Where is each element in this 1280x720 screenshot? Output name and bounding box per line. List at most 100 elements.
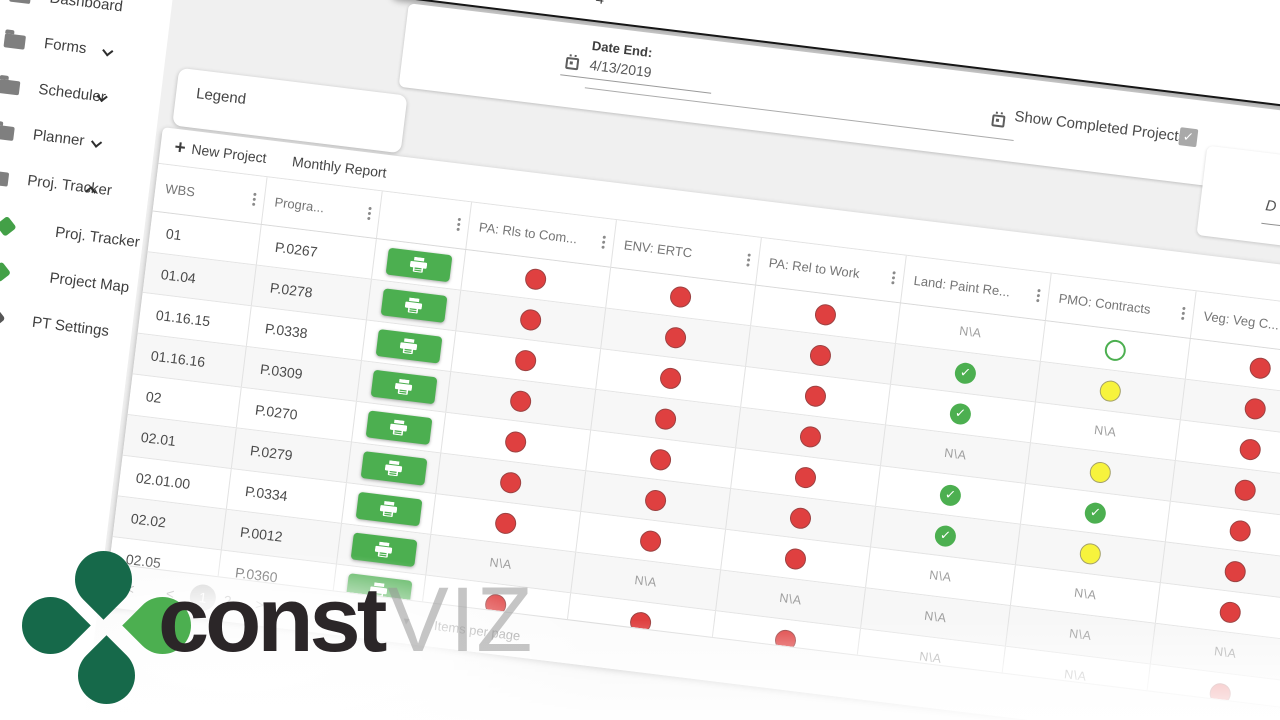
printer-icon: [404, 296, 423, 313]
date-end-input[interactable]: 4/13/2019: [588, 56, 653, 81]
folder-icon: [9, 0, 32, 5]
date-start-partial-value[interactable]: 4: [595, 0, 605, 8]
status-yellow-icon: [1098, 378, 1123, 403]
na-label: N\A: [633, 573, 658, 590]
print-button[interactable]: [365, 409, 433, 445]
print-cell: [351, 401, 447, 453]
sidebar-item-project-map[interactable]: Project Map: [0, 250, 139, 304]
sidebar-item-pt-settings[interactable]: PT Settings: [0, 296, 133, 350]
project-tracker-grid-card: + New Project Monthly Report WBS Progra..…: [104, 127, 1280, 720]
status-red-icon: [1233, 478, 1257, 502]
print-button[interactable]: [380, 287, 447, 323]
print-button[interactable]: [360, 450, 428, 486]
column-menu-icon[interactable]: [1037, 288, 1041, 292]
pager-page-2[interactable]: 2: [222, 592, 233, 610]
status-check-icon: ✓: [933, 523, 958, 548]
column-menu-icon[interactable]: [368, 206, 372, 210]
page-size-dropdown-caret[interactable]: ▼: [400, 615, 412, 629]
print-button[interactable]: [375, 328, 443, 364]
pager-page-1[interactable]: 1: [188, 583, 218, 613]
column-header-label: ENV: ERTC: [623, 237, 694, 261]
right-field-underline: [1261, 222, 1280, 238]
print-button[interactable]: [350, 531, 418, 567]
status-red-icon: [668, 284, 693, 309]
table-row: 01.04 P.0278 ✓: [142, 252, 1280, 476]
print-button[interactable]: [355, 491, 423, 526]
column-header-label: Land: Paint Re...: [912, 272, 1011, 300]
calendar-icon[interactable]: [991, 114, 1006, 128]
status-red-icon: [783, 546, 808, 571]
show-completed-label: Show Completed Projects:: [1013, 107, 1192, 147]
table-row: 01 P.0267 N\A: [147, 211, 1280, 435]
status-open-icon: [1103, 338, 1128, 362]
printer-icon: [394, 378, 413, 395]
legend-title: Legend: [195, 85, 247, 109]
status-red-icon: [509, 389, 533, 413]
na-label: N\A: [1093, 422, 1118, 440]
sidebar-item-scheduler[interactable]: Scheduler: [0, 65, 161, 119]
sidebar-item-proj-tracker[interactable]: Proj. Tracker: [0, 204, 144, 258]
monthly-report-button[interactable]: Monthly Report: [291, 153, 388, 181]
pager-last-button[interactable]: >|: [290, 600, 304, 618]
na-label: N\A: [1213, 644, 1238, 661]
printer-icon: [389, 419, 408, 436]
sidebar-item-label: Proj. Tracker: [26, 172, 113, 200]
column-menu-icon[interactable]: [457, 217, 462, 221]
new-project-button[interactable]: + New Project: [173, 136, 268, 166]
print-cell: [356, 361, 452, 412]
na-label: N\A: [923, 608, 948, 626]
column-header-label: PA: Rel to Work: [768, 255, 861, 282]
printer-icon: [384, 459, 403, 476]
status-yellow-icon: [1088, 460, 1113, 484]
status-red-icon: [1228, 518, 1252, 543]
settings-icon: [0, 307, 6, 329]
status-red-icon: [798, 424, 823, 449]
na-label: N\A: [928, 567, 953, 585]
date-end-label: Date End:: [591, 37, 654, 61]
na-label: N\A: [1068, 626, 1093, 644]
na-label: N\A: [943, 445, 968, 463]
status-red-icon: [643, 488, 668, 512]
column-header-label: PA: Rls to Com...: [478, 219, 579, 247]
folder-icon: [0, 78, 21, 96]
folder-icon: [0, 124, 15, 142]
na-label: N\A: [1073, 585, 1098, 603]
pager-first-button[interactable]: |<: [121, 579, 136, 598]
column-header-label: PMO: Contracts: [1057, 290, 1152, 317]
column-menu-icon[interactable]: [253, 192, 257, 196]
sidebar-item-proj-tracker[interactable]: Proj. Tracker: [0, 157, 150, 211]
sidebar-item-forms[interactable]: Forms: [0, 20, 167, 74]
printer-icon: [399, 337, 418, 354]
status-red-icon: [504, 429, 528, 454]
column-header-label: WBS: [164, 180, 196, 200]
status-check-icon: ✓: [948, 401, 973, 426]
status-red-icon: [803, 384, 828, 408]
pager-prev-button[interactable]: <: [165, 585, 176, 602]
print-cell: [361, 320, 457, 372]
column-menu-icon[interactable]: [892, 270, 896, 275]
sidebar-item-label: Forms: [43, 35, 88, 58]
status-red-icon: [1218, 600, 1242, 624]
sidebar-item-dashboard[interactable]: Dashboard: [0, 0, 173, 28]
column-menu-icon[interactable]: [1182, 306, 1186, 310]
status-red-icon: [648, 447, 673, 472]
status-red-icon: [793, 465, 818, 489]
printer-icon: [409, 256, 428, 273]
print-cell: [371, 239, 467, 290]
column-menu-icon[interactable]: [747, 252, 751, 257]
show-completed-checkbox[interactable]: ✓: [1178, 127, 1199, 148]
na-label: N\A: [488, 555, 513, 572]
status-red-icon: [1248, 356, 1272, 380]
status-red-icon: [1223, 559, 1247, 583]
column-menu-icon[interactable]: [602, 235, 607, 239]
pager-next-button[interactable]: >: [254, 596, 265, 613]
sidebar-item-label: PT Settings: [31, 313, 110, 341]
printer-icon: [379, 500, 398, 517]
calendar-icon[interactable]: [565, 56, 580, 71]
right-field-partial-label[interactable]: D: [1264, 197, 1278, 216]
print-button[interactable]: [370, 369, 438, 404]
print-button[interactable]: [385, 247, 452, 282]
na-label: N\A: [778, 590, 803, 608]
sidebar-item-planner[interactable]: Planner: [0, 111, 156, 165]
printer-icon: [374, 541, 393, 558]
